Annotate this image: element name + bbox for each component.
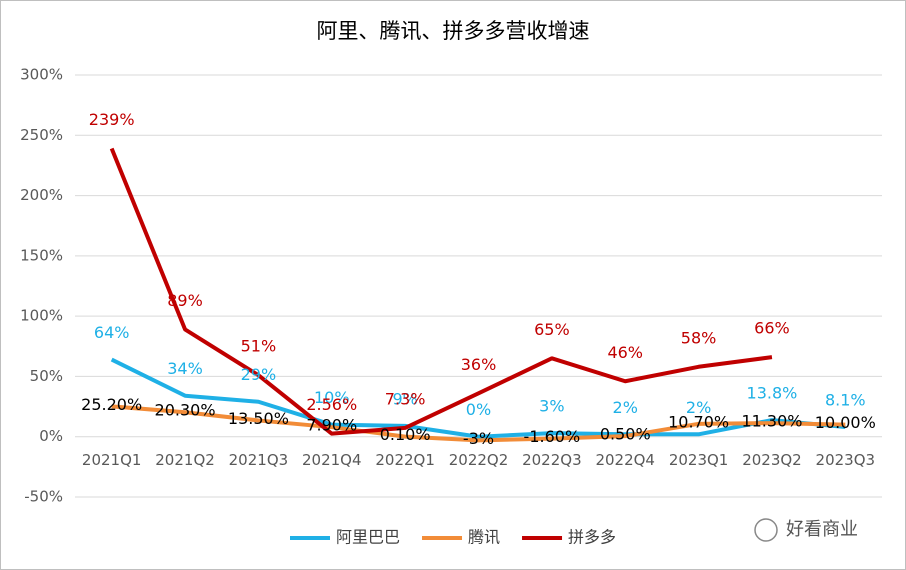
series-line — [110, 357, 846, 439]
data-label: 65% — [534, 320, 570, 339]
data-label: 64% — [94, 323, 130, 342]
data-label: 239% — [89, 110, 135, 129]
watermark-icon — [754, 518, 778, 542]
data-label: 34% — [167, 359, 203, 378]
x-tick-label: 2023Q3 — [816, 451, 876, 469]
y-tick-label: 100% — [20, 307, 63, 325]
x-tick-label: 2021Q3 — [229, 451, 289, 469]
data-label: 36% — [461, 355, 497, 374]
data-label: 10.70% — [668, 412, 729, 431]
data-label: 7.90% — [306, 416, 357, 435]
data-label: 3% — [539, 397, 564, 416]
y-tick-label: 0% — [39, 427, 63, 445]
series-line — [111, 404, 846, 443]
y-tick-label: 50% — [30, 367, 63, 385]
x-tick-label: 2022Q1 — [375, 451, 435, 469]
data-label: 2% — [613, 398, 638, 417]
data-label: 2% — [686, 398, 711, 417]
watermark: 好看商业 — [786, 519, 858, 540]
data-label: 0.10% — [380, 425, 431, 444]
y-tick-label: 250% — [20, 126, 63, 144]
data-label: 10% — [314, 388, 350, 407]
data-label: 25.20% — [81, 395, 142, 414]
data-label: 46% — [607, 343, 643, 362]
chart-title: 阿里、腾讯、拼多多营收增速 — [317, 19, 590, 43]
data-label: 8.1% — [825, 390, 866, 409]
x-tick-label: 2022Q4 — [595, 451, 655, 469]
y-tick-label: 200% — [20, 186, 63, 204]
data-label: -1.60% — [524, 427, 581, 446]
legend-label: 拼多多 — [568, 528, 616, 547]
data-label: 13.50% — [228, 409, 289, 428]
y-tick-label: -50% — [24, 488, 63, 506]
data-label: 9% — [392, 389, 417, 408]
data-label: 20.30% — [155, 401, 216, 420]
data-label: 89% — [167, 291, 203, 310]
data-label: 0% — [466, 400, 491, 419]
data-label: -3% — [463, 429, 494, 448]
data-label: 29% — [241, 365, 277, 384]
data-label: 7.3% — [385, 389, 426, 408]
data-label: 0.50% — [600, 425, 651, 444]
x-tick-label: 2023Q2 — [742, 451, 802, 469]
data-label: 13.8% — [747, 384, 798, 403]
data-label: 2.56% — [306, 395, 357, 414]
series-line — [109, 147, 773, 436]
x-tick-label: 2022Q2 — [449, 451, 509, 469]
data-label: 51% — [241, 337, 277, 356]
data-label: 10.00% — [815, 413, 876, 432]
y-tick-label: 300% — [20, 66, 63, 84]
data-label: 58% — [681, 328, 717, 347]
x-tick-label: 2021Q1 — [82, 451, 142, 469]
x-tick-label: 2023Q1 — [669, 451, 729, 469]
legend-label: 腾讯 — [468, 528, 500, 547]
x-tick-label: 2021Q4 — [302, 451, 362, 469]
watermark-group: 好看商业 — [754, 518, 858, 542]
x-tick-label: 2022Q3 — [522, 451, 582, 469]
legend-label: 阿里巴巴 — [336, 528, 400, 547]
x-tick-label: 2021Q2 — [155, 451, 215, 469]
y-tick-label: 150% — [20, 246, 63, 264]
data-label: 11.30% — [741, 412, 802, 431]
data-label: 66% — [754, 319, 790, 338]
